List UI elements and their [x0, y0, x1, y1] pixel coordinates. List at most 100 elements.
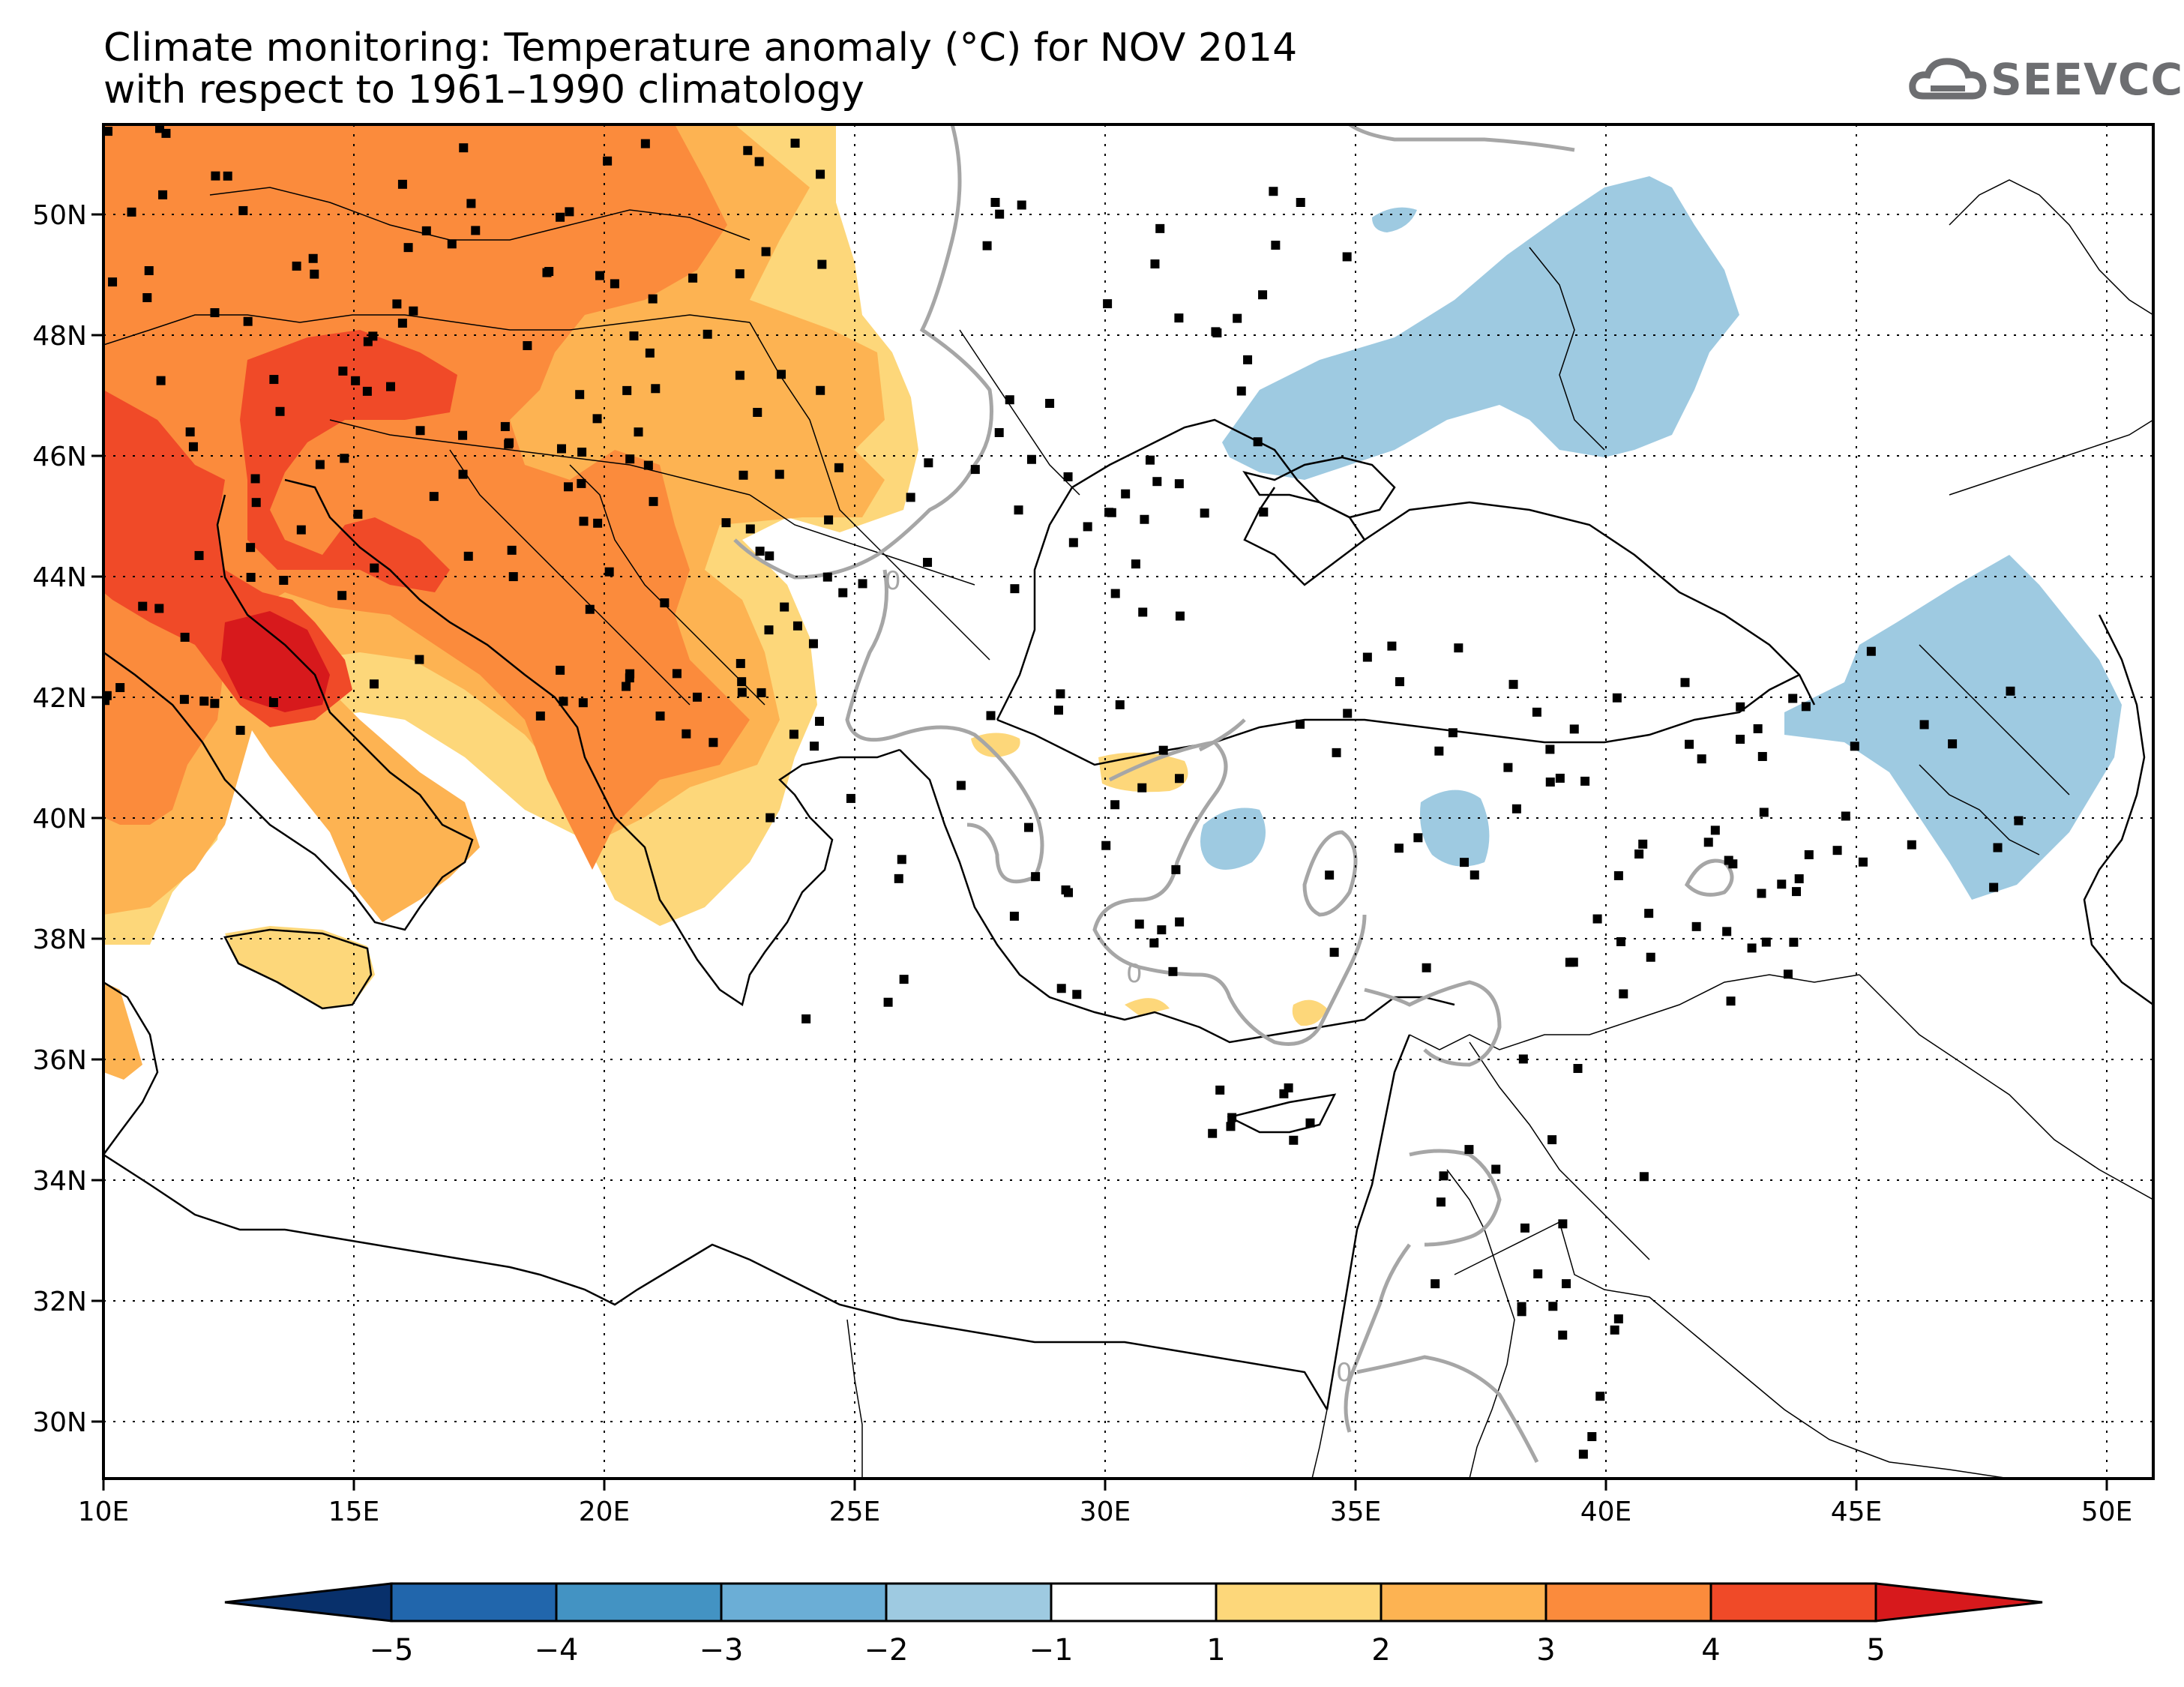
anomaly-region-warm1-turkey3 [1292, 999, 1327, 1026]
station-marker [735, 370, 744, 380]
station-marker [579, 517, 589, 526]
station-marker [108, 277, 118, 287]
station-marker [210, 699, 220, 709]
station-marker [1469, 870, 1479, 879]
station-marker [386, 382, 396, 391]
station-marker [180, 632, 190, 642]
anomaly-region-warm1-tunisia [103, 982, 142, 1080]
station-marker [995, 209, 1005, 219]
station-marker [1174, 313, 1184, 323]
station-marker [1395, 677, 1404, 687]
station-marker [250, 474, 260, 484]
station-marker [1387, 641, 1397, 651]
station-marker [1703, 838, 1713, 847]
lat-tick-label: 50N [32, 200, 87, 231]
colorbar-label: 2 [1371, 1633, 1390, 1668]
station-marker [743, 145, 753, 155]
station-marker [1343, 709, 1353, 718]
lat-tick-label: 36N [32, 1045, 87, 1076]
station-marker [1724, 855, 1733, 865]
station-marker [755, 547, 765, 556]
lat-tick-label: 48N [32, 321, 87, 352]
station-marker [883, 997, 893, 1007]
station-marker [292, 261, 301, 271]
station-marker [1422, 963, 1431, 972]
station-marker [735, 658, 745, 668]
station-marker [415, 426, 425, 436]
station-marker [1788, 694, 1798, 703]
station-marker [1107, 508, 1116, 517]
station-marker [1558, 1330, 1568, 1340]
station-marker [211, 171, 220, 181]
station-marker [500, 421, 510, 431]
station-marker [682, 729, 691, 739]
lat-tick-label: 38N [32, 924, 87, 955]
station-marker [1068, 538, 1078, 547]
station-marker [810, 742, 819, 751]
station-marker [1460, 858, 1469, 867]
station-marker [1005, 395, 1014, 405]
station-marker [353, 509, 363, 519]
grid-lines [103, 124, 2153, 1479]
station-marker [1150, 259, 1160, 269]
station-marker [721, 518, 731, 528]
station-marker [1010, 584, 1020, 594]
station-marker [1226, 1122, 1236, 1131]
station-marker [1610, 1325, 1619, 1335]
station-marker [458, 430, 468, 440]
station-marker [1801, 702, 1811, 712]
station-marker [1680, 678, 1690, 688]
station-marker [138, 601, 148, 611]
station-marker [1573, 1064, 1583, 1074]
station-marker [370, 563, 379, 573]
station-marker [1757, 888, 1766, 898]
station-marker [1850, 742, 1859, 751]
colorbar-label: 5 [1866, 1633, 1885, 1668]
station-marker [1342, 252, 1352, 262]
station-marker [1253, 437, 1263, 447]
station-marker [643, 460, 653, 470]
station-marker [986, 711, 996, 721]
station-marker [340, 454, 349, 463]
station-marker [1783, 969, 1793, 979]
station-marker [279, 575, 289, 585]
station-marker [824, 515, 834, 525]
chart-title: Climate monitoring: Temperature anomaly … [103, 27, 1297, 111]
station-marker [906, 493, 915, 502]
station-marker [1644, 909, 1654, 918]
station-marker [1907, 840, 1916, 849]
station-marker [994, 427, 1004, 437]
station-marker [990, 197, 1000, 207]
station-marker [269, 375, 279, 385]
station-marker [703, 329, 712, 339]
station-marker [924, 458, 933, 468]
station-marker [1789, 937, 1799, 947]
station-marker [737, 677, 747, 687]
colorbar-segment [1709, 1582, 1877, 1623]
station-marker [564, 482, 574, 492]
coastlines [103, 418, 2153, 1410]
station-marker [1134, 919, 1144, 929]
station-marker [1759, 808, 1769, 817]
station-marker [1491, 1164, 1501, 1174]
station-marker [1520, 1223, 1529, 1233]
station-marker [622, 385, 632, 395]
station-marker [1638, 839, 1648, 849]
station-marker [223, 171, 232, 181]
station-marker [1866, 646, 1876, 656]
station-marker [1434, 746, 1444, 756]
station-marker [1464, 1145, 1474, 1155]
station-marker [899, 975, 909, 984]
station-marker [1259, 507, 1269, 517]
station-marker [1149, 938, 1159, 948]
station-marker [1115, 700, 1125, 709]
station-marker [1271, 241, 1281, 250]
station-marker [894, 873, 903, 883]
station-marker [142, 292, 152, 302]
station-marker [1227, 1113, 1237, 1122]
station-marker [268, 697, 278, 707]
station-marker [858, 579, 867, 589]
station-marker [238, 205, 248, 215]
station-marker [1736, 702, 1745, 712]
station-marker [1592, 914, 1602, 924]
